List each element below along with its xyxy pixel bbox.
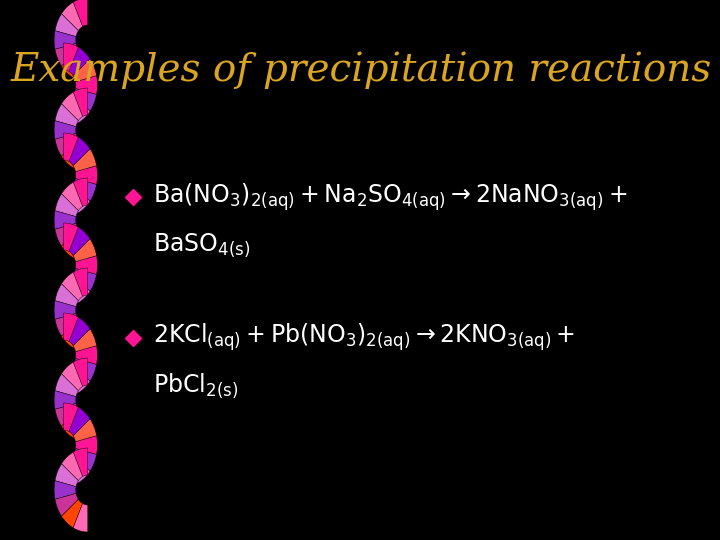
Wedge shape	[73, 503, 88, 532]
Wedge shape	[64, 403, 78, 431]
Wedge shape	[64, 98, 78, 127]
Wedge shape	[73, 233, 88, 262]
Wedge shape	[69, 317, 90, 346]
Wedge shape	[55, 374, 78, 397]
Wedge shape	[55, 133, 78, 156]
Wedge shape	[69, 274, 90, 303]
Wedge shape	[76, 166, 97, 184]
Wedge shape	[61, 139, 83, 168]
Wedge shape	[69, 454, 90, 483]
Wedge shape	[73, 149, 96, 172]
Wedge shape	[61, 230, 83, 258]
Wedge shape	[55, 14, 78, 37]
Wedge shape	[73, 419, 96, 442]
Wedge shape	[73, 323, 88, 352]
Wedge shape	[76, 255, 97, 274]
Wedge shape	[54, 120, 76, 139]
Text: Examples of precipitation reactions: Examples of precipitation reactions	[10, 51, 711, 89]
Wedge shape	[54, 211, 76, 229]
Wedge shape	[64, 279, 78, 307]
Wedge shape	[61, 182, 83, 211]
Wedge shape	[64, 133, 78, 161]
Wedge shape	[73, 448, 88, 476]
Wedge shape	[73, 178, 88, 206]
Wedge shape	[64, 188, 78, 217]
Wedge shape	[61, 92, 83, 120]
Wedge shape	[69, 364, 90, 393]
Wedge shape	[73, 59, 96, 82]
Wedge shape	[64, 43, 78, 71]
Wedge shape	[73, 268, 96, 291]
Wedge shape	[61, 452, 83, 481]
Wedge shape	[64, 223, 78, 252]
Wedge shape	[73, 53, 88, 82]
Wedge shape	[73, 414, 88, 442]
Wedge shape	[69, 227, 90, 255]
Wedge shape	[55, 313, 78, 336]
Text: $\mathrm{BaSO_{4(s)}}$: $\mathrm{BaSO_{4(s)}}$	[153, 232, 251, 259]
Wedge shape	[73, 448, 96, 471]
Wedge shape	[76, 436, 97, 454]
Wedge shape	[61, 362, 83, 390]
Wedge shape	[73, 329, 96, 352]
Wedge shape	[64, 368, 78, 397]
Wedge shape	[73, 89, 96, 111]
Wedge shape	[64, 458, 78, 487]
Wedge shape	[69, 94, 90, 123]
Wedge shape	[61, 500, 83, 528]
Wedge shape	[76, 76, 97, 94]
Text: $\mathrm{2KCl_{(aq)} + Pb(NO_3)_{2(aq)} \rightarrow 2KNO_{3(aq)} +}$: $\mathrm{2KCl_{(aq)} + Pb(NO_3)_{2(aq)} …	[153, 322, 575, 353]
Wedge shape	[55, 284, 78, 307]
Wedge shape	[54, 301, 76, 319]
Wedge shape	[61, 409, 83, 438]
Wedge shape	[55, 464, 78, 487]
Wedge shape	[73, 359, 96, 381]
Wedge shape	[55, 494, 78, 516]
Wedge shape	[55, 43, 78, 66]
Wedge shape	[61, 2, 83, 31]
Wedge shape	[55, 104, 78, 127]
Wedge shape	[61, 49, 83, 78]
Wedge shape	[54, 390, 76, 409]
Text: $\mathrm{Ba(NO_3)_{2(aq)} + Na_2SO_{4(aq)} \rightarrow 2NaNO_{3(aq)} +}$: $\mathrm{Ba(NO_3)_{2(aq)} + Na_2SO_{4(aq…	[153, 181, 628, 213]
Wedge shape	[76, 346, 97, 365]
Wedge shape	[73, 144, 88, 172]
Wedge shape	[61, 319, 83, 348]
Wedge shape	[69, 184, 90, 213]
Wedge shape	[69, 137, 90, 166]
Wedge shape	[73, 239, 96, 262]
Wedge shape	[55, 194, 78, 217]
Wedge shape	[73, 268, 88, 296]
Wedge shape	[69, 47, 90, 76]
Wedge shape	[73, 0, 88, 26]
Wedge shape	[55, 403, 78, 426]
Wedge shape	[73, 178, 96, 201]
Wedge shape	[54, 31, 76, 49]
Wedge shape	[69, 407, 90, 436]
Text: $\mathrm{PbCl_{2(s)}}$: $\mathrm{PbCl_{2(s)}}$	[153, 372, 238, 400]
Wedge shape	[61, 272, 83, 301]
Wedge shape	[73, 358, 88, 387]
Wedge shape	[55, 224, 78, 246]
Wedge shape	[64, 313, 78, 341]
Wedge shape	[54, 481, 76, 500]
Wedge shape	[73, 88, 88, 117]
